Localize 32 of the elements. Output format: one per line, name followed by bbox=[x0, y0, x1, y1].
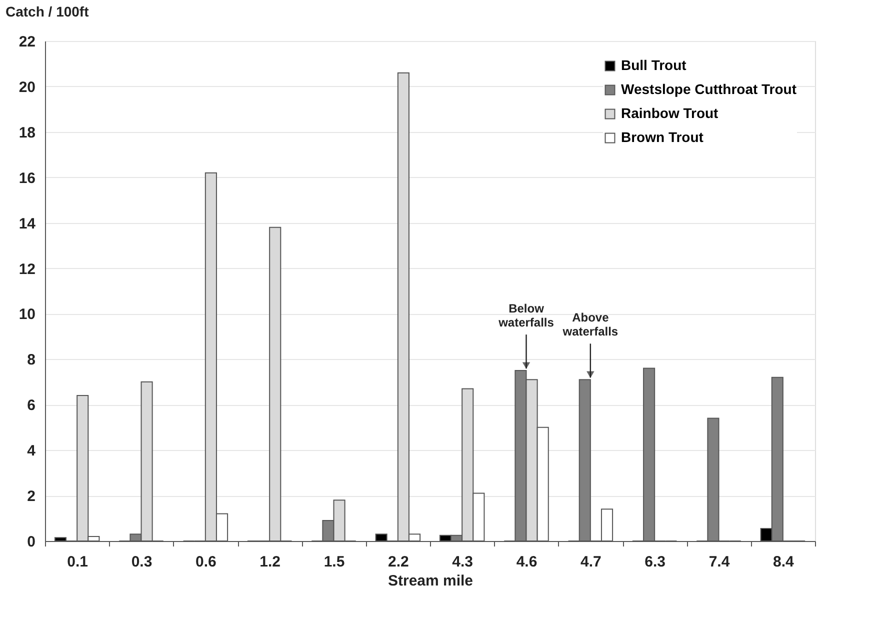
x-tick-label: 0.1 bbox=[67, 554, 88, 570]
x-tick-label: 8.4 bbox=[772, 554, 794, 570]
y-tick-label: 18 bbox=[18, 124, 36, 142]
y-tick-label: 2 bbox=[27, 488, 36, 506]
y-tick-label: 20 bbox=[18, 78, 36, 96]
legend-label: Westslope Cutthroat Trout bbox=[621, 81, 797, 97]
x-tick-label: 4.7 bbox=[580, 554, 602, 570]
x-tick-label: 1.5 bbox=[324, 554, 345, 570]
x-tick-label: 7.4 bbox=[708, 554, 730, 570]
x-tick-label: 1.2 bbox=[260, 554, 281, 570]
x-tick-label: 2.2 bbox=[388, 554, 409, 570]
x-tick-label: 0.3 bbox=[131, 554, 152, 570]
x-axis-title: Stream mile bbox=[388, 572, 474, 590]
y-tick-label: 16 bbox=[18, 170, 36, 187]
legend-label: Brown Trout bbox=[621, 129, 704, 145]
y-tick-label: 22 bbox=[18, 34, 36, 50]
legend-label: Bull Trout bbox=[621, 57, 687, 73]
y-tick-label: 8 bbox=[27, 352, 36, 369]
x-tick-label: 4.3 bbox=[452, 554, 474, 570]
y-tick-label: 6 bbox=[27, 397, 36, 414]
x-tick-label: 6.3 bbox=[644, 554, 666, 570]
y-axis-title: Catch / 100ft bbox=[6, 4, 90, 20]
annotation: Below waterfalls bbox=[498, 302, 554, 330]
y-tick-label: 10 bbox=[18, 306, 36, 324]
y-tick-label: 4 bbox=[27, 442, 36, 460]
y-tick-label: 12 bbox=[18, 260, 36, 278]
x-tick-label: 0.6 bbox=[195, 554, 216, 570]
x-tick-label: 4.6 bbox=[516, 554, 538, 570]
y-tick-label: 14 bbox=[18, 215, 36, 232]
y-tick-label: 0 bbox=[27, 534, 36, 550]
annotation: Above waterfalls bbox=[562, 310, 618, 339]
legend-label: Rainbow Trout bbox=[621, 105, 719, 121]
